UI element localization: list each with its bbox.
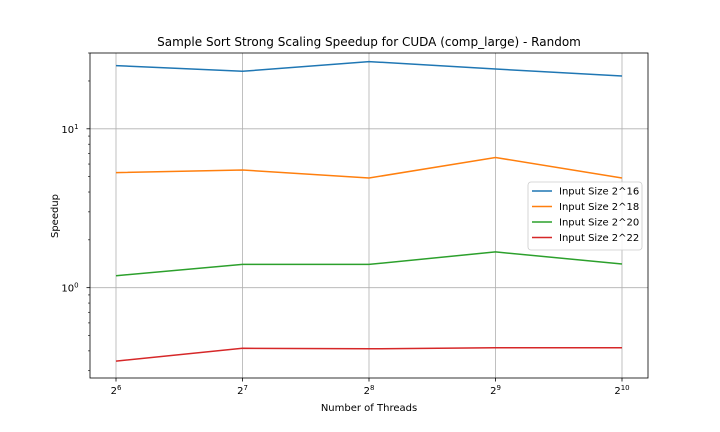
x-tick-label: 26 bbox=[111, 384, 122, 397]
series-line-4 bbox=[115, 346, 623, 362]
x-tick-label: 28 bbox=[364, 384, 375, 397]
y-tick-label: 100 bbox=[61, 282, 78, 295]
legend-label: Input Size 2^18 bbox=[559, 202, 639, 213]
series-lines bbox=[115, 60, 623, 362]
legend: Input Size 2^16 Input Size 2^18 Input Size… bbox=[527, 181, 643, 251]
x-axis-label: Number of Threads bbox=[321, 403, 417, 414]
y-tick-label: 101 bbox=[61, 123, 78, 136]
series-line-3 bbox=[115, 251, 623, 277]
axis-ticks: 26 27 28 29 210 100 101 bbox=[61, 52, 630, 397]
series-line-2 bbox=[115, 156, 623, 179]
legend-label: Input Size 2^20 bbox=[559, 218, 639, 229]
x-tick-label: 210 bbox=[614, 384, 629, 397]
y-axis-label: Speedup bbox=[50, 194, 61, 238]
series-line-1 bbox=[115, 60, 623, 77]
legend-label: Input Size 2^16 bbox=[559, 187, 639, 198]
x-tick-label: 29 bbox=[490, 384, 501, 397]
x-tick-label: 27 bbox=[237, 384, 248, 397]
chart-title: Sample Sort Strong Scaling Speedup for C… bbox=[157, 35, 581, 49]
legend-label: Input Size 2^22 bbox=[559, 233, 639, 244]
legend-box bbox=[527, 181, 643, 251]
